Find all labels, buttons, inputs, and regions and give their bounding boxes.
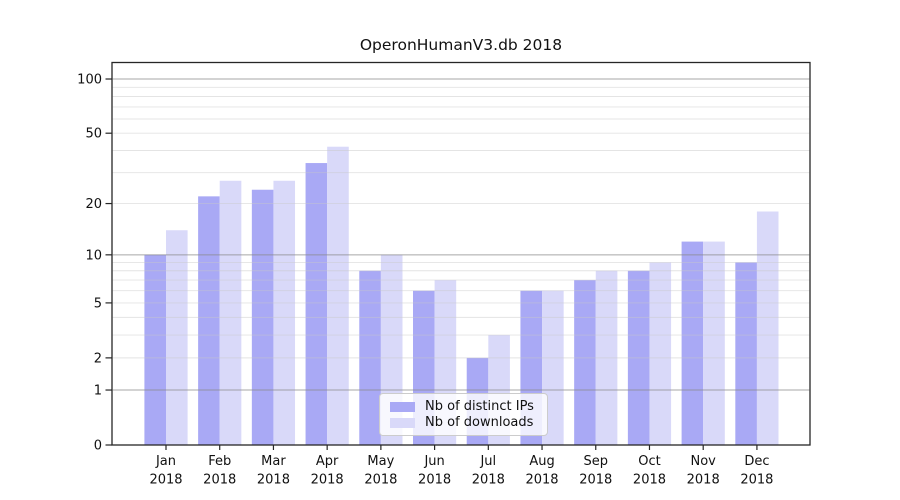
bar-ips-nov (681, 241, 704, 445)
bar-downloads-oct (649, 262, 672, 445)
y-tick-label-100: 100 (77, 73, 102, 88)
x-tick-label-jun: Jun 2018 (418, 454, 451, 488)
legend-item-distinct-ips: Nb of distinct IPs (390, 399, 547, 414)
x-tick-label-jan: Jan 2018 (149, 454, 182, 488)
y-tick-label-0: 0 (94, 439, 102, 454)
bar-ips-feb (198, 196, 220, 445)
bar-downloads-feb (219, 180, 242, 445)
x-tick-label-feb: Feb 2018 (203, 454, 236, 488)
x-tick-label-oct: Oct 2018 (633, 454, 666, 488)
bar-downloads-nov (703, 241, 725, 445)
x-tick-label-mar: Mar 2018 (257, 454, 290, 488)
y-tick-label-1: 1 (94, 384, 102, 399)
bar-downloads-jan (166, 230, 188, 445)
y-tick-label-10: 10 (85, 248, 102, 263)
legend-label-distinct-ips: Nb of distinct IPs (425, 399, 534, 414)
bar-downloads-mar (273, 180, 296, 445)
bar-ips-sep (574, 280, 596, 445)
legend-label-downloads: Nb of downloads (425, 415, 534, 430)
bar-ips-jan (144, 254, 166, 445)
x-tick-label-dec: Dec 2018 (740, 454, 773, 488)
bar-downloads-apr (327, 146, 349, 446)
bar-ips-dec (735, 262, 757, 445)
x-tick-label-aug: Aug 2018 (525, 454, 558, 488)
legend-swatch-distinct-ips (390, 401, 415, 412)
bar-downloads-dec (756, 211, 779, 445)
legend: Nb of distinct IPs Nb of downloads (379, 393, 548, 436)
legend-item-downloads: Nb of downloads (390, 415, 547, 430)
y-tick-label-50: 50 (85, 127, 102, 142)
x-tick-label-may: May 2018 (364, 454, 397, 488)
y-tick-label-2: 2 (94, 351, 102, 366)
chart-title: OperonHumanV3.db 2018 (359, 36, 563, 54)
legend-swatch-downloads (390, 417, 415, 428)
x-tick-label-jul: Jul 2018 (472, 454, 505, 488)
y-tick-label-20: 20 (85, 197, 102, 212)
x-tick-label-sep: Sep 2018 (579, 454, 612, 488)
plot-border (111, 61, 811, 446)
x-tick-label-apr: Apr 2018 (311, 454, 344, 488)
bar-ips-apr (305, 163, 328, 446)
x-tick-label-nov: Nov 2018 (687, 454, 720, 488)
y-tick-label-5: 5 (94, 296, 102, 311)
